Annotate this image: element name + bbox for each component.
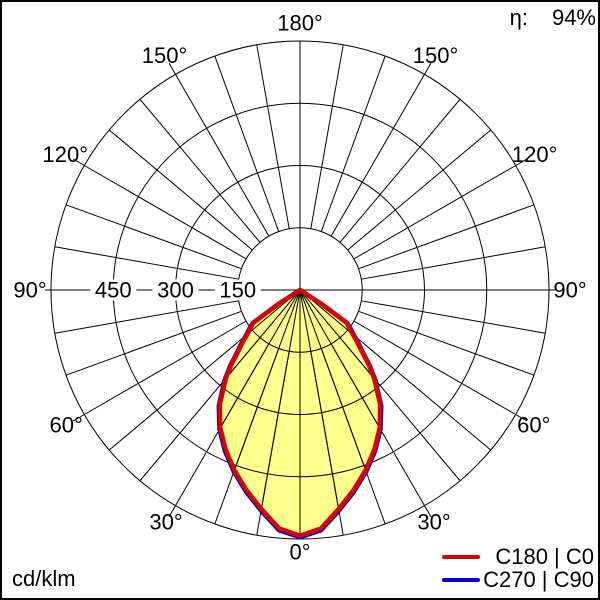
angle-tick [515,414,528,422]
grid-spoke [361,300,546,334]
angle-tick [515,158,528,166]
curve-c180-c0 [217,287,383,538]
angle-label: 180° [277,11,323,36]
grid-spoke [310,44,344,229]
angle-label: 30° [149,510,182,535]
radial-tick-halo [152,279,199,301]
grid-spoke [139,98,261,243]
legend-label-c270-c90: C270 | C90 [483,566,594,592]
radial-tick-label: 300 [157,278,194,303]
radial-tick-label: 450 [95,278,132,303]
grid-spoke [330,74,425,237]
grid-spoke [347,129,492,251]
grid-spoke [108,129,253,251]
grid-spoke [214,55,280,232]
angle-label: 150° [413,43,459,68]
angle-tick [168,62,176,75]
legend-line-blue [442,577,480,582]
unit-label: cd/klm [12,566,76,591]
grid-spoke [347,329,492,451]
angle-label: 90° [553,278,586,303]
grid-spoke [361,246,546,280]
beam-spoke [256,290,301,536]
efficiency-symbol: η: [509,5,528,30]
grid-spoke [358,204,535,270]
angle-label: 30° [417,510,450,535]
legend-item-c180-c0: C180 | C0 [442,543,594,569]
efficiency-readout: η: 94% [510,6,596,30]
grid-spoke [84,320,247,415]
beam-spoke [299,290,381,451]
beam-spoke [299,290,381,506]
legend-line-red [442,554,480,559]
grid-spoke [320,55,386,232]
grid-spoke [65,204,242,270]
legend-item-c270-c90: C270 | C90 [442,566,594,592]
angle-tick [72,414,85,422]
grid-spoke [65,310,242,376]
grid-spoke [54,300,239,334]
radial-tick-label: 150 [219,278,256,303]
grid-spoke [175,74,270,237]
angle-label: 120° [512,142,558,167]
angle-tick [424,505,432,518]
angle-label: 60° [517,413,550,438]
angle-label: 0° [289,540,310,565]
efficiency-value: 94% [551,5,596,30]
angle-label: 90° [13,278,46,303]
angle-tick [72,158,85,166]
radial-tick-halo [214,279,261,301]
beam-spoke [299,290,344,536]
radial-tick-halo [90,279,137,301]
angle-label: 150° [142,43,188,68]
grid-spoke [84,165,247,260]
legend: C180 | C0 C270 | C90 [442,543,594,592]
grid-spoke [339,98,461,243]
angle-tick [424,62,432,75]
grid-spoke [353,165,516,260]
angle-label: 60° [50,413,83,438]
grid-spoke [358,310,535,376]
beam-spoke [219,290,301,451]
legend-label-c180-c0: C180 | C0 [495,543,594,569]
grid-spoke [256,44,290,229]
grid-spoke [108,329,253,451]
angle-tick [168,505,176,518]
angle-label: 120° [43,142,89,167]
grid-spoke [353,320,516,415]
grid-spoke [54,246,239,280]
beam-spoke [219,290,301,506]
